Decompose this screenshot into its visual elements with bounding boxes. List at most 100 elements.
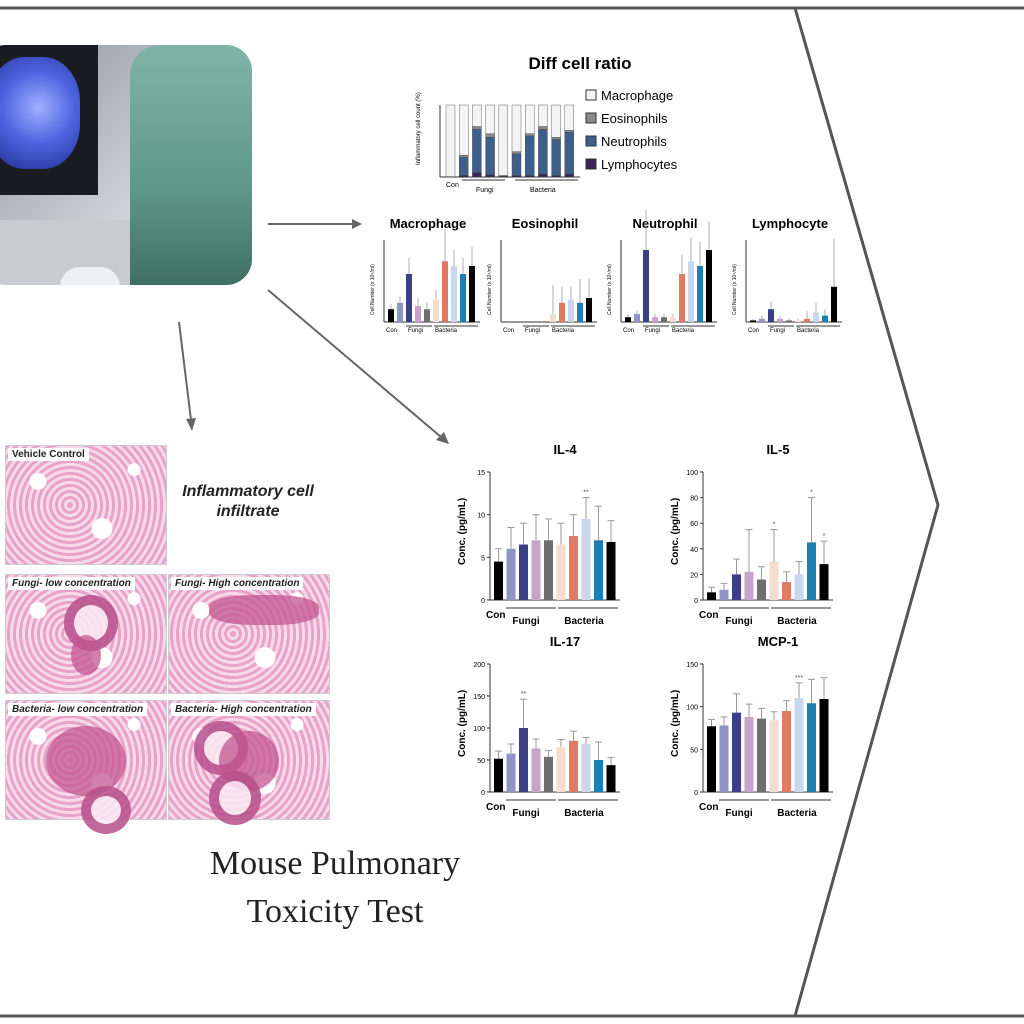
chevron-arrow-shape [793, 7, 940, 1017]
diff-bar-segment [459, 157, 469, 176]
arrow-right-head [352, 219, 362, 229]
cell-count-bar [688, 261, 694, 322]
legend-swatch-eosinophils [585, 112, 597, 124]
experiment-photo [0, 45, 252, 285]
cytokine-bar [544, 756, 553, 792]
cytokine-tick-label: 10 [477, 513, 485, 520]
cytokine-title: IL-17 [550, 634, 580, 649]
cytokine-tick-label: 150 [686, 662, 698, 669]
cell-count-bar [661, 317, 667, 322]
cytokine-group-label: Bacteria [777, 808, 817, 819]
diff-bar-segment [551, 104, 561, 138]
cytokine-bar [757, 579, 766, 600]
legend-swatch-neutrophils [585, 135, 597, 147]
diff-group-con: Con [446, 182, 459, 189]
cytokine-bar [506, 548, 516, 600]
cytokine-bar [594, 760, 603, 792]
diff-bar-segment [485, 133, 495, 138]
cytokine-bar [719, 725, 729, 792]
cytokine-group-label: Bacteria [564, 808, 604, 819]
cell-count-bar [451, 266, 457, 322]
main-title: Mouse Pulmonary Toxicity Test [209, 845, 461, 930]
researcher-shape [130, 45, 252, 285]
cell-count-ylabel: Cell Number (x 10⁴/ml) [487, 264, 493, 315]
cytokine-significance: * [810, 490, 813, 497]
cytokine-tick-label: 50 [477, 758, 485, 765]
cell-count-bar [397, 302, 403, 322]
cell-count-bar [433, 299, 439, 322]
cytokine-chart-0: IL-4 Conc. (pg/mL) 0 5 10 15 ** Con Fungi Bacteri… [457, 442, 620, 627]
cell-count-group-label: Fungi [770, 328, 785, 334]
label-vehicle-control: Vehicle Control [8, 448, 89, 461]
cell-count-group-label: Con [623, 328, 634, 334]
cytokine-bar [569, 740, 578, 792]
cytokine-bar [757, 718, 766, 792]
cell-count-group-label: Con [748, 328, 759, 334]
legend-neutrophils: Neutrophils [601, 134, 667, 149]
cell-count-chart-1: Eosinophil Cell Number (x 10⁴/ml) Con Fungi… [487, 216, 597, 334]
cytokine-bar [819, 564, 829, 600]
cytokine-bar [594, 540, 603, 600]
cell-count-bar [750, 320, 756, 322]
diff-bar-segment [538, 129, 548, 175]
cytokine-bar [556, 544, 566, 600]
label-fungi-low: Fungi- low concentration [8, 577, 135, 590]
diff-bar-segment [564, 132, 575, 175]
cell-count-bar [813, 312, 819, 322]
cytokine-tick-label: 0 [694, 598, 698, 605]
cytokine-significance: *** [795, 675, 803, 682]
cytokine-bar [744, 571, 754, 600]
cell-count-bar [670, 317, 676, 322]
cytokine-bar [707, 726, 716, 792]
histology-bacteria-high: Bacteria- High concentration [168, 700, 330, 825]
cytokine-bar [556, 747, 566, 792]
diff-bar-segment [472, 129, 482, 173]
diff-bar-segment [524, 133, 535, 137]
diff-bar-segment [485, 104, 495, 134]
cell-count-bar [568, 299, 574, 322]
cytokine-bar [581, 518, 591, 600]
cytokine-bar [794, 698, 804, 792]
cell-count-chart-0: Macrophage Cell Number (x 10⁴/ml) Con Fungi… [370, 216, 480, 334]
cell-count-ylabel: Cell Number (x 10⁴/ml) [732, 264, 738, 315]
cytokine-bar [782, 582, 791, 600]
cell-count-bar [706, 250, 712, 322]
cytokine-group-label: Bacteria [777, 616, 817, 627]
monitor-shape [0, 45, 98, 195]
diff-ylabel: Inflammatory cell count (%) [416, 92, 422, 165]
legend-lymphocytes: Lymphocytes [601, 157, 678, 172]
diff-bar-segment [564, 104, 575, 131]
cytokine-ylabel: Conc. (pg/mL) [457, 498, 468, 565]
cell-count-bar [625, 317, 631, 322]
cytokine-group-label: Fungi [512, 808, 539, 819]
cytokine-tick-label: 20 [690, 572, 698, 579]
cytokine-ylabel: Conc. (pg/mL) [457, 690, 468, 757]
cytokine-significance: ** [583, 490, 589, 497]
cytokine-bar [494, 758, 503, 792]
cell-count-bar [442, 261, 448, 322]
cytokine-bar [807, 542, 816, 600]
cytokine-tick-label: 200 [473, 662, 485, 669]
cell-count-bar [550, 314, 556, 322]
cell-count-group-label: Fungi [645, 328, 660, 334]
cytokine-group-label: Con [699, 610, 718, 621]
cytokine-bar [544, 540, 553, 600]
cytokine-significance: ** [521, 691, 527, 698]
diff-bar-segment [564, 129, 575, 133]
cell-count-bar [652, 317, 658, 322]
cell-count-group-label: Fungi [525, 328, 540, 334]
cytokine-tick-label: 15 [477, 470, 485, 477]
cytokine-bar [519, 544, 528, 600]
cell-count-group-label: Bacteria [797, 328, 820, 334]
cytokine-tick-label: 5 [481, 555, 485, 562]
cell-count-bar [577, 302, 583, 322]
cell-count-title: Eosinophil [512, 216, 578, 231]
cytokine-tick-label: 100 [686, 470, 698, 477]
cytokine-bar [769, 720, 779, 792]
cell-count-bar [424, 309, 430, 322]
cell-count-group-label: Bacteria [552, 328, 575, 334]
diff-bar-segment [511, 151, 522, 155]
diff-bar-segment [524, 135, 535, 176]
legend-eosinophils: Eosinophils [601, 111, 668, 126]
